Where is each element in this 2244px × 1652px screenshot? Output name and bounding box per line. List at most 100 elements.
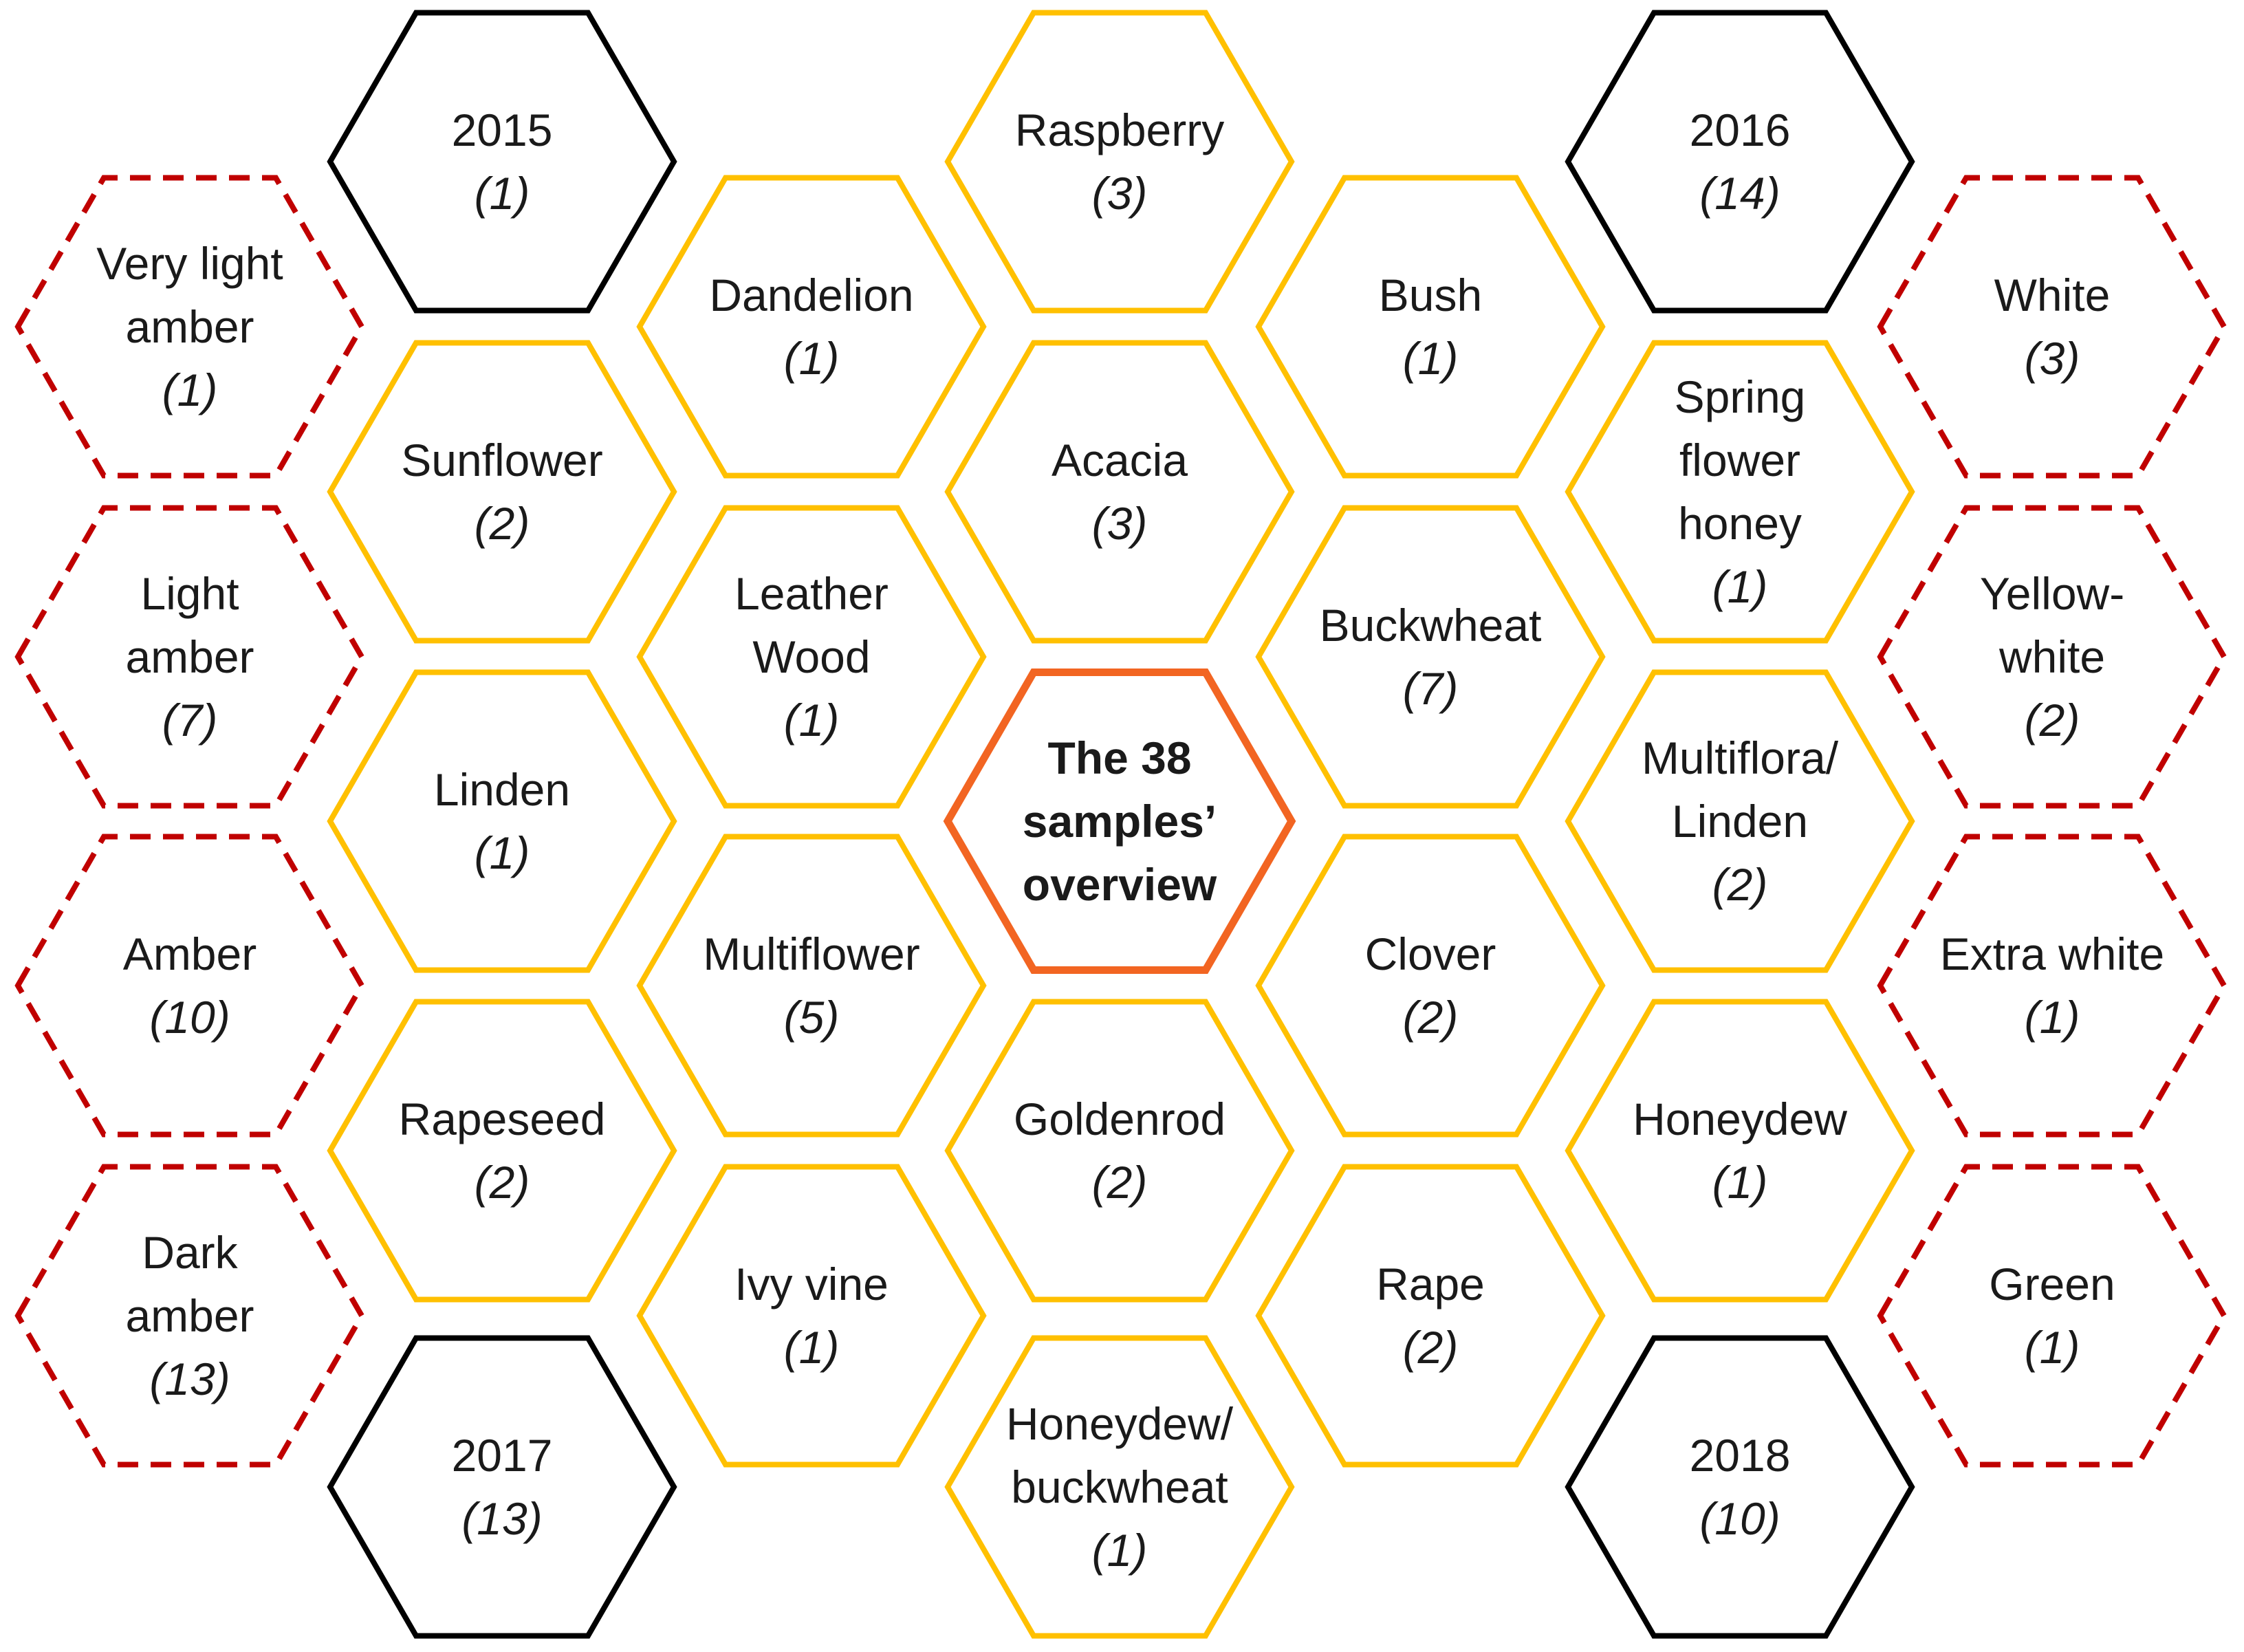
botanical-hex-honeydew-buckwheat-label-line: buckwheat	[1011, 1461, 1228, 1512]
botanical-hex-goldenrod-hexagon	[944, 999, 1295, 1303]
botanical-hex-spring-flower-honey-hexagon	[1565, 340, 1915, 644]
color-class-hex-yellow-white-hexagon	[1877, 505, 2227, 809]
botanical-hex-dandelion: Dandelion (1)	[636, 175, 987, 479]
botanical-hex-honeydew-hexagon	[1565, 999, 1915, 1303]
year-hex-2015-label-line: 2015	[452, 105, 553, 155]
center-hex-hexagon	[943, 668, 1296, 975]
color-class-hex-white-count: (3)	[2025, 333, 2080, 384]
color-class-hex-extra-white-count: (1)	[2025, 992, 2080, 1043]
botanical-hex-buckwheat: Buckwheat (7)	[1255, 505, 1606, 809]
color-class-hex-white: White (3)	[1877, 175, 2227, 479]
botanical-hex-multiflora-linden-count: (2)	[1712, 859, 1768, 910]
botanical-hex-clover-hexagon	[1255, 834, 1606, 1138]
botanical-hex-spring-flower-honey-label-line: honey	[1678, 498, 1802, 549]
color-class-hex-dark-amber: Dark amber (13)	[14, 1164, 365, 1468]
color-class-hex-very-light-amber-label-line: amber	[125, 301, 254, 352]
color-class-hex-green: Green (1)	[1877, 1164, 2227, 1468]
botanical-hex-bush-label-line: Bush	[1379, 270, 1482, 320]
color-class-hex-yellow-white: Yellow-white (2)	[1877, 505, 2227, 809]
color-class-hex-dark-amber-hexagon	[14, 1164, 365, 1468]
center-hex-label-line: overview	[1023, 859, 1217, 910]
color-class-hex-extra-white: Extra white (1)	[1877, 834, 2227, 1138]
color-class-hex-very-light-amber: Very light amber (1)	[14, 175, 365, 479]
color-class-hex-light-amber-hexagon	[14, 505, 365, 809]
year-hex-2018: 2018 (10)	[1565, 1335, 1915, 1639]
botanical-hex-leather-wood-count: (1)	[784, 695, 840, 746]
botanical-hex-leather-wood-hexagon	[636, 505, 987, 809]
center-hex: The 38 samples’ overview	[943, 668, 1296, 975]
botanical-hex-rape-count: (2)	[1403, 1322, 1459, 1373]
color-class-hex-amber: Amber (10)	[14, 834, 365, 1138]
botanical-hex-multiflora-linden-label-line: Multiflora/	[1642, 732, 1839, 783]
botanical-hex-honeydew-buckwheat-count: (1)	[1092, 1525, 1148, 1576]
botanical-hex-multiflower-label-line: Multiflower	[703, 928, 919, 979]
year-hex-2017-count: (13)	[461, 1493, 542, 1544]
botanical-hex-clover-label-line: Clover	[1365, 928, 1496, 979]
botanical-hex-sunflower-count: (2)	[475, 498, 530, 549]
year-hex-2017-hexagon	[327, 1335, 677, 1639]
year-hex-2016-hexagon	[1565, 10, 1915, 314]
botanical-hex-leather-wood: Leather Wood (1)	[636, 505, 987, 809]
botanical-hex-clover-count: (2)	[1403, 992, 1459, 1043]
botanical-hex-clover: Clover (2)	[1255, 834, 1606, 1138]
botanical-hex-ivy-vine-count: (1)	[784, 1322, 840, 1373]
botanical-hex-acacia-hexagon	[944, 340, 1295, 644]
color-class-hex-light-amber: Light amber (7)	[14, 505, 365, 809]
color-class-hex-light-amber-label-line: amber	[125, 631, 254, 682]
year-hex-2018-label-line: 2018	[1690, 1430, 1791, 1481]
botanical-hex-leather-wood-label-line: Wood	[752, 631, 870, 682]
color-class-hex-white-label-line: White	[1994, 270, 2111, 320]
botanical-hex-acacia: Acacia (3)	[944, 340, 1295, 644]
botanical-hex-sunflower-label-line: Sunflower	[401, 435, 603, 486]
botanical-hex-rape-label-line: Rape	[1376, 1259, 1485, 1309]
botanical-hex-rapeseed: Rapeseed (2)	[327, 999, 677, 1303]
color-class-hex-amber-hexagon	[14, 834, 365, 1138]
center-hex-label-line: The 38	[1047, 732, 1191, 783]
year-hex-2018-count: (10)	[1699, 1493, 1780, 1544]
color-class-hex-light-amber-label-line: Light	[140, 568, 239, 619]
botanical-hex-raspberry-count: (3)	[1092, 168, 1148, 219]
botanical-hex-buckwheat-count: (7)	[1403, 663, 1459, 714]
color-class-hex-yellow-white-count: (2)	[2025, 695, 2080, 746]
botanical-hex-acacia-label-line: Acacia	[1052, 435, 1188, 486]
color-class-hex-very-light-amber-count: (1)	[162, 365, 218, 415]
year-hex-2016-count: (14)	[1699, 168, 1780, 219]
year-hex-2016-label-line: 2016	[1690, 105, 1791, 155]
botanical-hex-linden-count: (1)	[475, 827, 530, 878]
botanical-hex-goldenrod-count: (2)	[1092, 1157, 1148, 1208]
color-class-hex-dark-amber-label-line: Dark	[142, 1227, 238, 1278]
center-hex-label-line: samples’	[1023, 796, 1217, 847]
botanical-hex-honeydew-count: (1)	[1712, 1157, 1768, 1208]
botanical-hex-spring-flower-honey-label-line: flower	[1679, 435, 1800, 486]
botanical-hex-multiflora-linden-hexagon	[1565, 669, 1915, 973]
botanical-hex-sunflower: Sunflower (2)	[327, 340, 677, 644]
botanical-hex-multiflora-linden-label-line: Linden	[1672, 796, 1808, 847]
botanical-hex-rapeseed-hexagon	[327, 999, 677, 1303]
botanical-hex-goldenrod-label-line: Goldenrod	[1014, 1094, 1226, 1144]
botanical-hex-bush-hexagon	[1255, 175, 1606, 479]
color-class-hex-dark-amber-label-line: amber	[125, 1290, 254, 1341]
color-class-hex-amber-count: (10)	[149, 992, 230, 1043]
botanical-hex-honeydew-buckwheat-label-line: Honeydew/	[1006, 1398, 1234, 1449]
color-class-hex-very-light-amber-label-line: Very light	[96, 238, 283, 289]
color-class-hex-yellow-white-label-line: Yellow-	[1980, 568, 2124, 619]
botanical-hex-acacia-count: (3)	[1092, 498, 1148, 549]
botanical-hex-leather-wood-label-line: Leather	[734, 568, 889, 619]
botanical-hex-multiflower-hexagon	[636, 834, 987, 1138]
botanical-hex-spring-flower-honey: Spring flower honey (1)	[1565, 340, 1915, 644]
color-class-hex-green-label-line: Green	[1989, 1259, 2115, 1309]
color-class-hex-green-count: (1)	[2025, 1322, 2080, 1373]
color-class-hex-yellow-white-label-line: white	[1998, 631, 2105, 682]
color-class-hex-white-hexagon	[1877, 175, 2227, 479]
color-class-hex-light-amber-count: (7)	[162, 695, 218, 746]
color-class-hex-green-hexagon	[1877, 1164, 2227, 1468]
botanical-hex-spring-flower-honey-label-line: Spring	[1675, 371, 1806, 422]
botanical-hex-rapeseed-label-line: Rapeseed	[399, 1094, 606, 1144]
year-hex-2016: 2016 (14)	[1565, 10, 1915, 314]
botanical-hex-spring-flower-honey-count: (1)	[1712, 561, 1768, 612]
botanical-hex-raspberry-hexagon	[944, 10, 1295, 314]
year-hex-2015-count: (1)	[475, 168, 530, 219]
botanical-hex-raspberry-label-line: Raspberry	[1015, 105, 1224, 155]
year-hex-2015-hexagon	[327, 10, 677, 314]
botanical-hex-rape: Rape (2)	[1255, 1164, 1606, 1468]
